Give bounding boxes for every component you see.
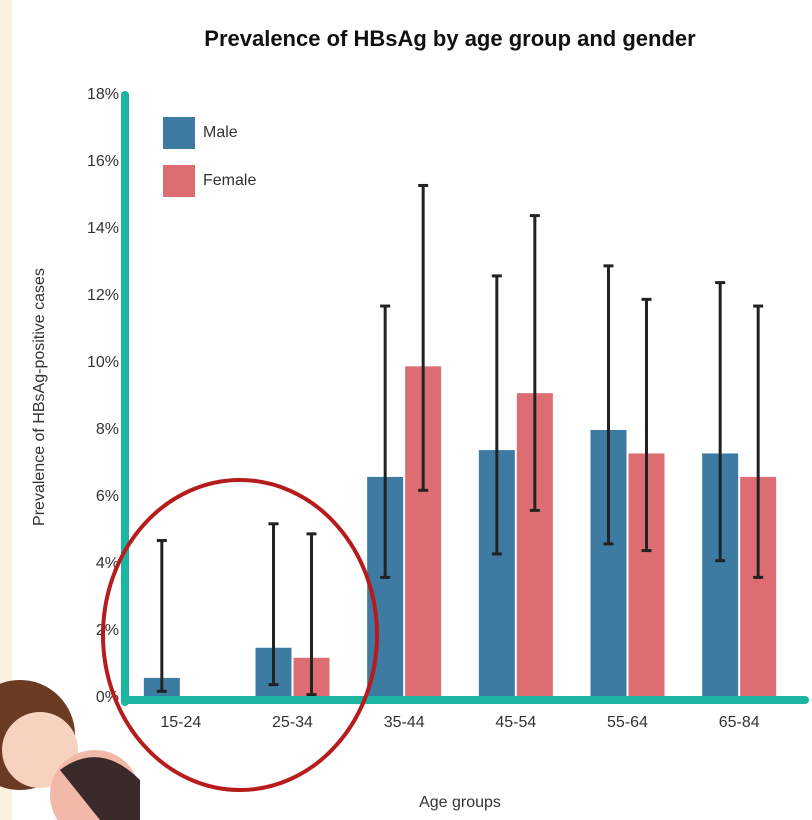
x-tick-label: 45-54 <box>495 714 536 731</box>
legend-swatch <box>163 117 195 149</box>
highlight-circle <box>103 480 377 790</box>
legend-swatch <box>163 165 195 197</box>
legend-label: Female <box>203 172 256 189</box>
y-tick-label: 6% <box>96 488 119 505</box>
chart: Prevalence of HBsAg by age group and gen… <box>0 0 812 820</box>
y-tick-label: 10% <box>87 354 119 371</box>
x-tick-label: 55-64 <box>607 714 648 731</box>
error-bar <box>157 541 167 692</box>
x-tick-label: 25-34 <box>272 714 313 731</box>
x-tick-label: 65-84 <box>719 714 760 731</box>
y-tick-label: 18% <box>87 86 119 103</box>
y-tick-label: 8% <box>96 421 119 438</box>
legend-label: Male <box>203 124 238 141</box>
x-tick-label: 15-24 <box>160 714 201 731</box>
x-tick-label: 35-44 <box>384 714 425 731</box>
y-tick-label: 2% <box>96 622 119 639</box>
chart-title: Prevalence of HBsAg by age group and gen… <box>204 26 696 51</box>
y-axis-label: Prevalence of HBsAg-positive cases <box>31 268 48 526</box>
y-tick-label: 12% <box>87 287 119 304</box>
x-axis-label: Age groups <box>419 794 501 811</box>
y-tick-label: 16% <box>87 153 119 170</box>
y-tick-label: 14% <box>87 220 119 237</box>
cartoon <box>0 680 140 820</box>
